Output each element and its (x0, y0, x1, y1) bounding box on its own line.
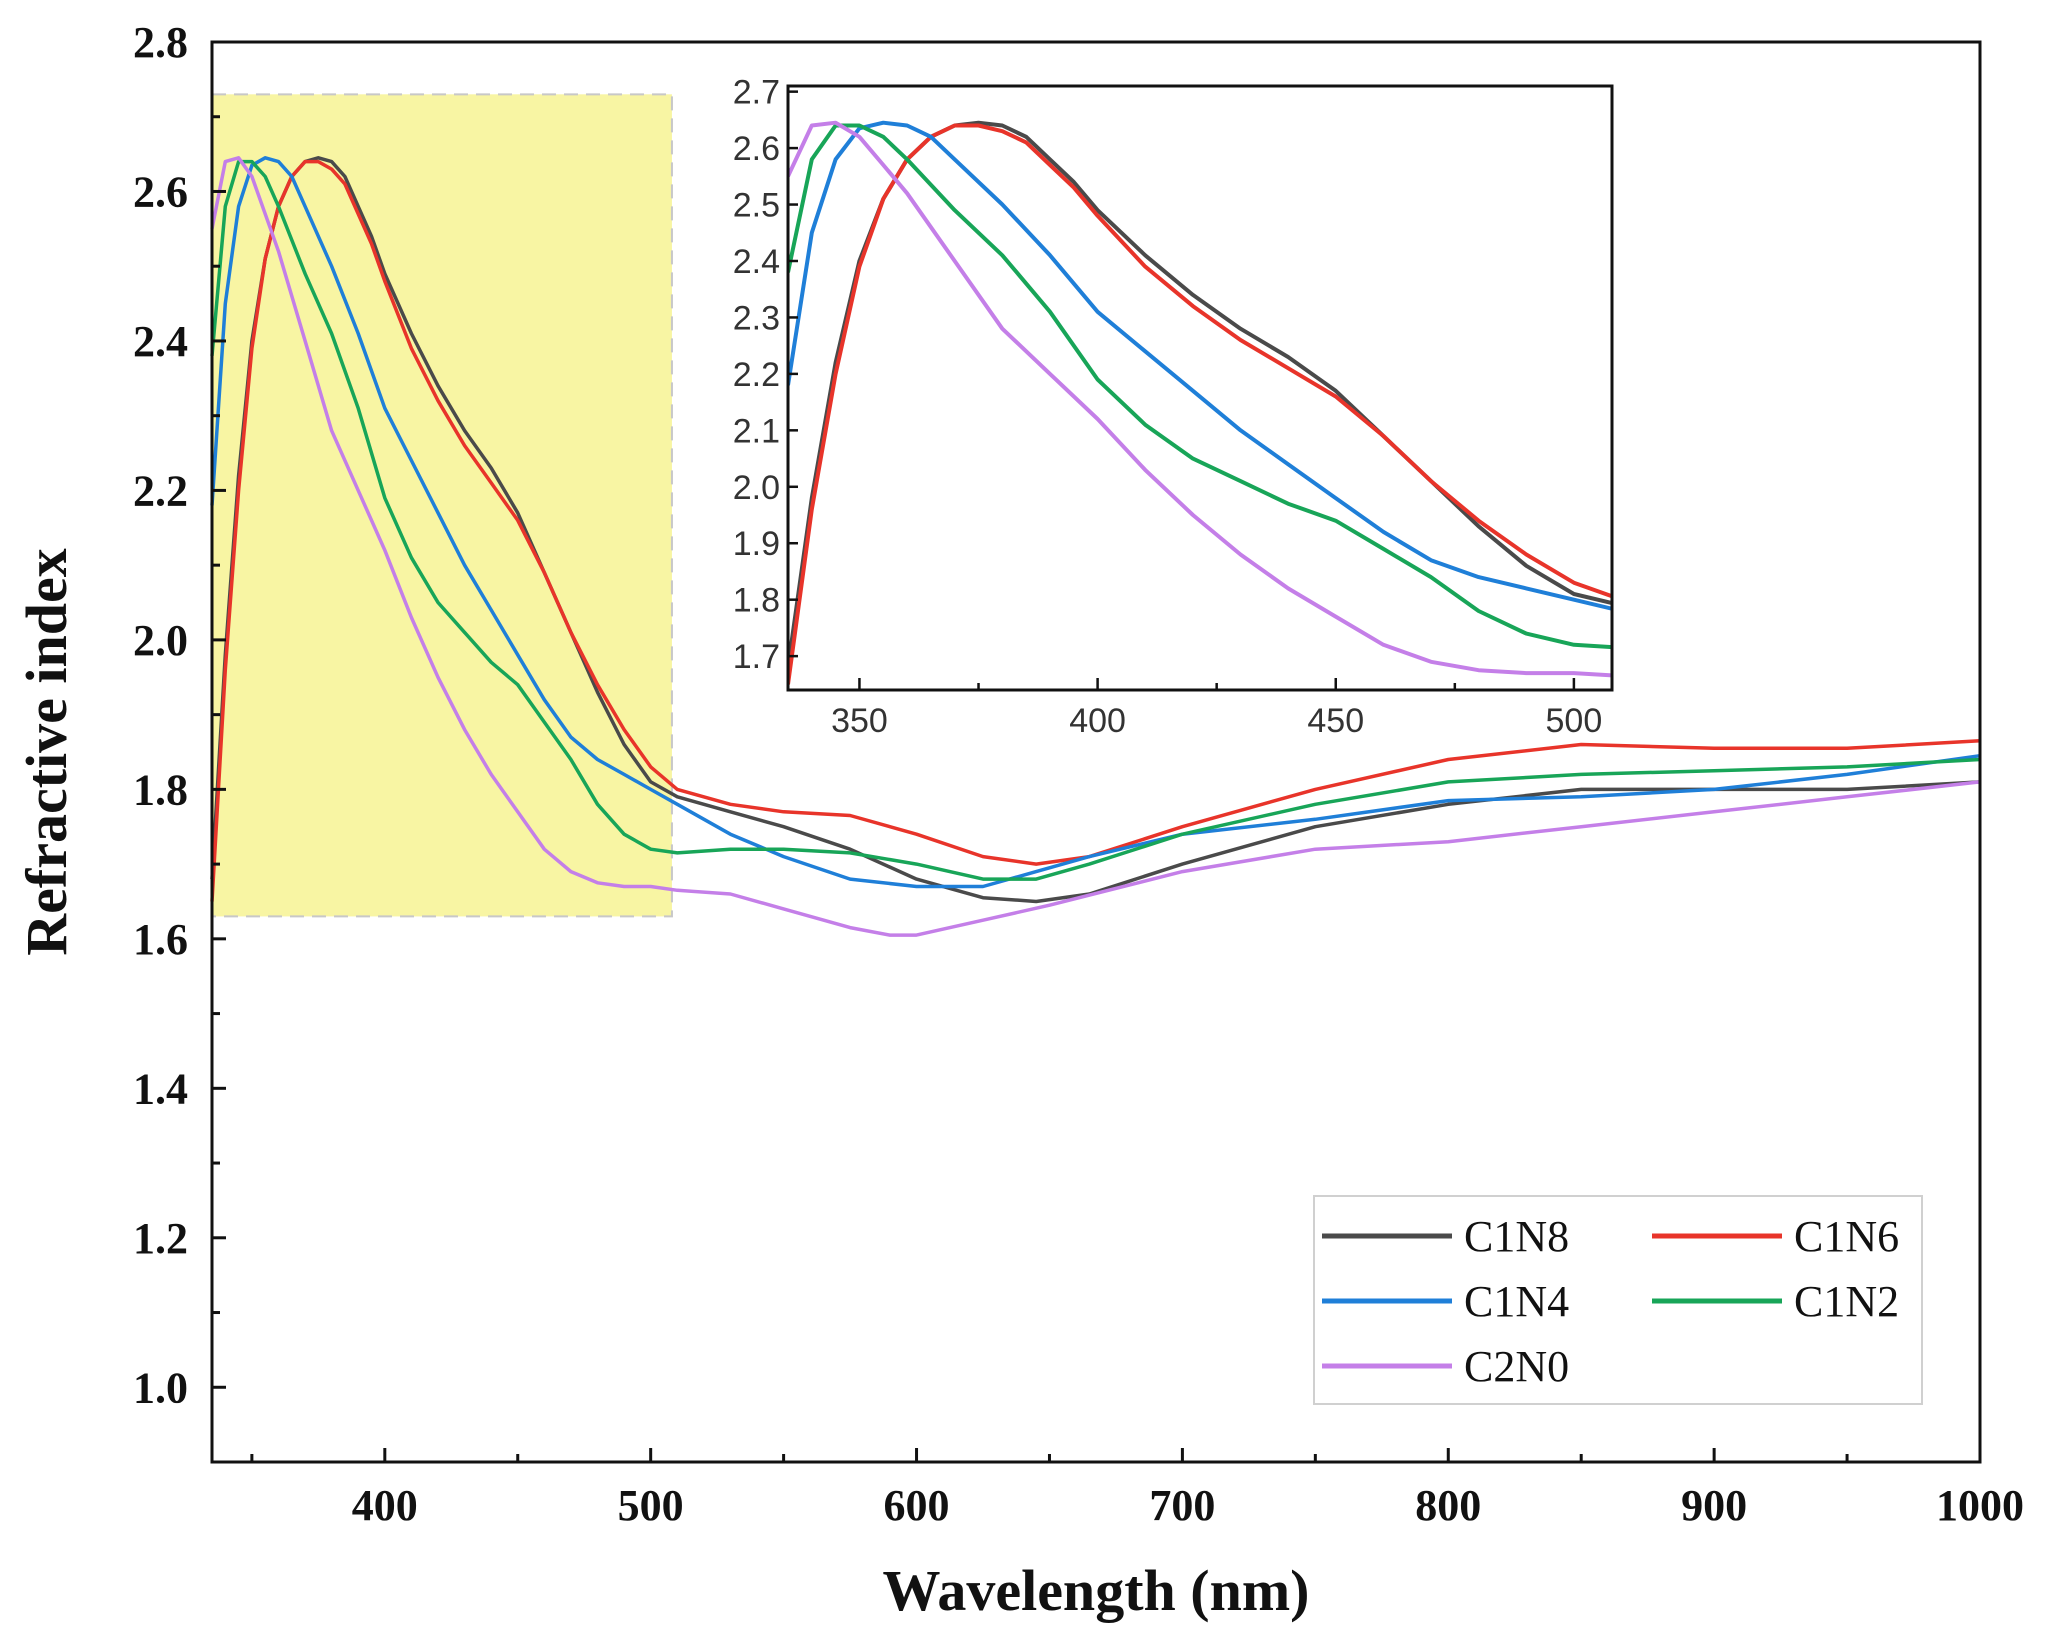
main-plot-frame (210, 40, 1982, 1464)
inset-y-tick-label: 2.5 (733, 187, 780, 225)
y-tick-label: 2.8 (133, 18, 188, 67)
main-y-axis: 1.0 1.2 1.4 1.6 1.8 2.0 2.2 2.4 2.6 2.8 (133, 18, 226, 1464)
x-tick-label: 800 (1415, 1481, 1481, 1530)
inset-x-axis: 350 400 450 500 (831, 678, 1602, 740)
legend: C1N8 C1N6 C1N4 C1N2 C2N0 (1313, 1195, 1923, 1405)
y-tick-label: 1.4 (133, 1064, 188, 1113)
inset-y-tick-label: 2.4 (733, 243, 780, 281)
inset-y-tick-label: 1.7 (733, 638, 780, 676)
legend-label-C1N8: C1N8 (1464, 1212, 1569, 1261)
inset-background (788, 86, 1612, 690)
inset-y-tick-label: 2.3 (733, 299, 780, 337)
x-tick-label: 400 (352, 1481, 418, 1530)
x-tick-label: 1000 (1936, 1481, 2024, 1530)
y-tick-label: 1.0 (133, 1363, 188, 1412)
x-tick-label: 700 (1149, 1481, 1215, 1530)
inset-y-tick-label: 1.9 (733, 525, 780, 563)
y-tick-label: 1.6 (133, 915, 188, 964)
inset-y-tick-label: 2.0 (733, 469, 780, 507)
y-tick-label: 2.4 (133, 317, 188, 366)
legend-label-C1N6: C1N6 (1794, 1212, 1899, 1261)
highlight-region (211, 93, 673, 918)
legend-label-C1N4: C1N4 (1464, 1277, 1569, 1326)
series-line-C2N0 (210, 156, 1981, 937)
series-line-C1N4 (210, 156, 1981, 889)
y-tick-label: 2.0 (133, 616, 188, 665)
inset-y-tick-label: 2.1 (733, 412, 780, 450)
inset-x-tick-label: 450 (1307, 702, 1364, 740)
x-axis-title: Wavelength (nm) (883, 1558, 1310, 1623)
inset-series-group (788, 120, 1612, 685)
inset-series-line-C2N0 (788, 120, 1612, 678)
x-tick-label: 600 (884, 1481, 950, 1530)
inset-series-line-C1N2 (788, 123, 1612, 650)
inset-plot: 350 400 450 500 1.7 1.8 1.9 2.0 2.1 2.2 2.3 2.4 2.5… (733, 74, 1614, 740)
inset-y-axis: 1.7 1.8 1.9 2.0 2.1 2.2 2.3 2.4 2.5 2.6 2.7 (733, 74, 798, 676)
inset-y-tick-label: 2.6 (733, 130, 780, 168)
inset-series-line-C1N6 (788, 123, 1612, 685)
inset-frame (786, 84, 1614, 692)
series-line-C1N6 (210, 159, 1981, 902)
x-tick-label: 500 (618, 1481, 684, 1530)
y-tick-label: 1.2 (133, 1214, 188, 1263)
inset-x-tick-label: 500 (1546, 702, 1603, 740)
main-plot: 400 500 600 700 800 900 1000 1.0 1.2 1.4 1.6 1.8 2.… (14, 18, 2024, 1623)
inset-y-tick-label: 2.2 (733, 356, 780, 394)
y-tick-label: 1.8 (133, 765, 188, 814)
main-series-group (210, 156, 1981, 937)
inset-x-tick-label: 350 (831, 702, 888, 740)
main-x-axis: 400 500 600 700 800 900 1000 (250, 1448, 2024, 1530)
inset-y-tick-label: 2.7 (733, 74, 780, 112)
legend-label-C1N2: C1N2 (1794, 1277, 1899, 1326)
series-line-C1N2 (210, 159, 1981, 881)
y-axis-title: Refractive index (14, 548, 79, 955)
inset-series-line-C1N4 (788, 120, 1612, 611)
inset-x-tick-label: 400 (1069, 702, 1126, 740)
legend-label-C2N0: C2N0 (1464, 1342, 1569, 1391)
inset-y-tick-label: 1.8 (733, 582, 780, 620)
y-tick-label: 2.2 (133, 466, 188, 515)
x-tick-label: 900 (1681, 1481, 1747, 1530)
y-tick-label: 2.6 (133, 167, 188, 216)
